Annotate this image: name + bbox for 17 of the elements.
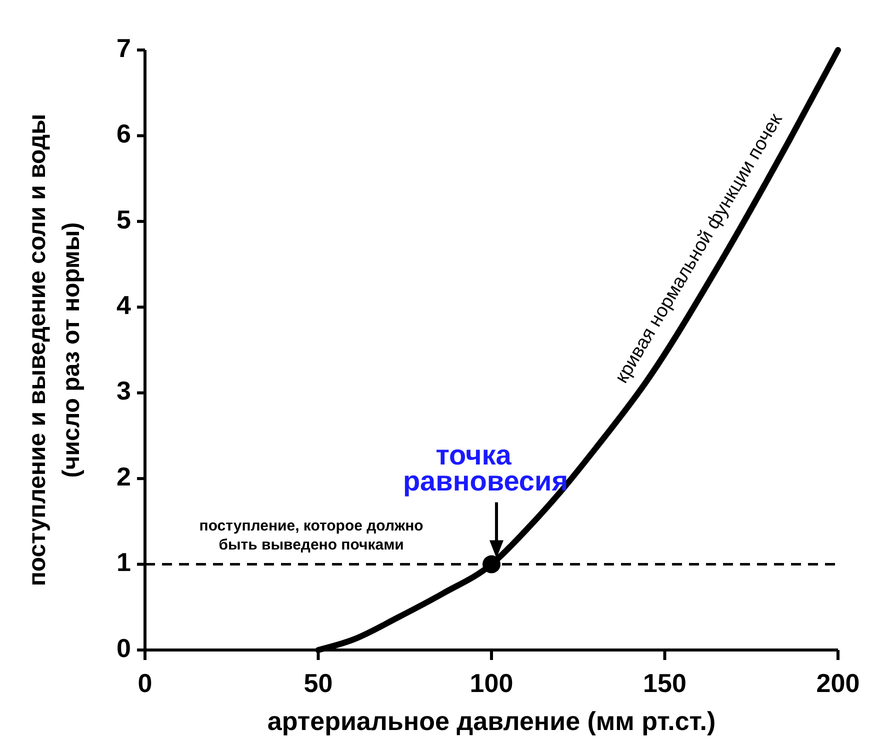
y-tick-label: 4 (116, 290, 132, 320)
y-tick-label: 5 (116, 204, 131, 234)
y-tick-label: 1 (116, 547, 131, 578)
y-tick-label: 7 (116, 32, 131, 63)
ref-line-label: поступление, которое должно быть выведено почками (199, 517, 424, 554)
x-tick-label: 100 (470, 668, 514, 698)
annotation: точка равновесия (402, 439, 568, 496)
x-tick-label: 200 (816, 668, 860, 698)
x-tick-label: 150 (643, 668, 686, 698)
y-tick-label: 6 (116, 118, 131, 149)
y-axis-title: поступление и выведение соли и воды (число раз от нормы) (24, 114, 85, 586)
y-tick-label: 0 (116, 632, 131, 663)
y-tick-label: 3 (116, 376, 131, 406)
x-tick-label: 50 (304, 668, 333, 698)
y-tick-label: 2 (116, 461, 131, 492)
x-axis-title: артериальное давление (мм рт.ст.) (267, 706, 716, 736)
x-tick-label: 0 (138, 668, 152, 698)
